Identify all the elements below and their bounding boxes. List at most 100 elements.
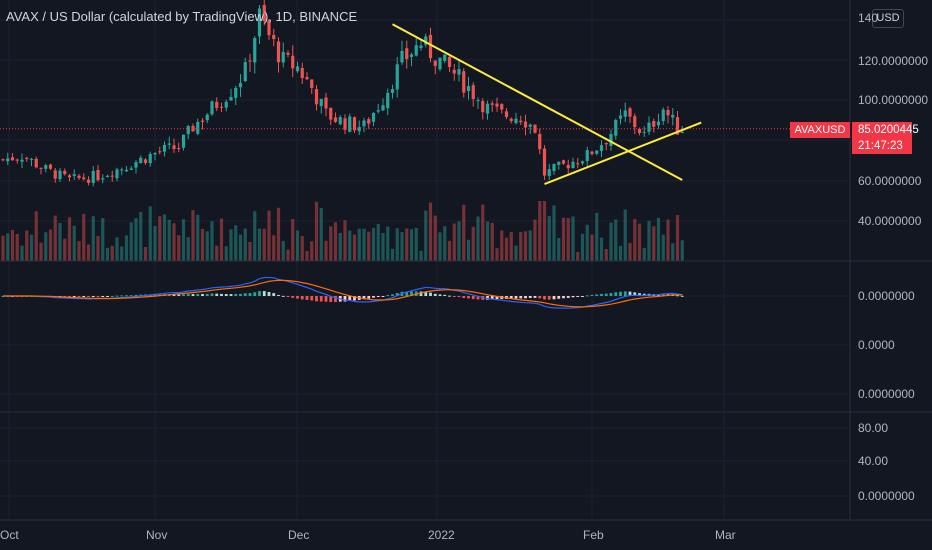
volume-bar — [48, 229, 53, 261]
trendline — [544, 121, 702, 186]
candle-body — [542, 148, 547, 176]
macd-histogram-bar — [600, 293, 603, 296]
volume-bar — [319, 207, 323, 261]
macd-histogram-bar — [381, 296, 385, 297]
macd-histogram-bar — [557, 296, 561, 299]
volume-bar — [580, 233, 585, 261]
candle-body — [504, 111, 509, 117]
candle-body — [243, 62, 247, 82]
candle-body — [623, 110, 627, 117]
macd-histogram-bar — [296, 296, 299, 299]
candle-body — [338, 117, 342, 125]
macd-histogram-bar — [286, 296, 290, 297]
volume-bar — [272, 235, 276, 261]
volume-bar — [490, 222, 494, 261]
candle-body — [162, 144, 167, 152]
macd-histogram-bar — [91, 296, 95, 297]
candle-body — [367, 119, 371, 124]
candle-body — [276, 41, 281, 63]
volume-bar — [557, 237, 561, 261]
volume-bar — [143, 247, 148, 261]
volume-bar — [110, 245, 114, 261]
macd-histogram-bar — [101, 296, 105, 297]
candle-body — [58, 170, 62, 180]
volume-bar — [642, 247, 646, 261]
volume-bar — [495, 248, 499, 261]
macd-histogram-bar — [486, 296, 489, 300]
candle-body — [319, 98, 323, 107]
candle-body — [614, 120, 618, 136]
candle-body — [238, 82, 243, 88]
volume-bar — [181, 219, 186, 261]
pane-separators[interactable] — [0, 0, 932, 521]
macd-histogram-bar — [595, 294, 599, 296]
macd-histogram-bar — [329, 296, 333, 303]
macd-histogram-bar — [457, 296, 461, 297]
candle-body — [609, 134, 613, 146]
macd-histogram-bar — [604, 293, 608, 296]
volume-bar — [618, 245, 623, 261]
volume-bar — [552, 205, 556, 261]
candle-body — [10, 157, 15, 161]
macd-histogram-bar — [680, 295, 684, 297]
macd-histogram-bar — [96, 296, 100, 297]
volume-bar — [590, 234, 594, 261]
volume-bar — [53, 215, 57, 261]
candle-body — [419, 45, 423, 49]
volume-bar — [210, 221, 214, 261]
macd-histogram-bar — [310, 296, 314, 301]
candle-body — [67, 175, 72, 178]
volume-bar — [390, 248, 395, 261]
volume-bar — [39, 242, 43, 261]
volume-bar — [485, 221, 490, 261]
macd-histogram-bar — [129, 295, 133, 297]
candle-body — [633, 116, 637, 128]
symbol-label: AVAXUSD — [794, 124, 846, 136]
volume-bar — [96, 236, 100, 261]
macd-histogram-bar — [576, 296, 580, 297]
candle-body — [20, 159, 24, 162]
candle-body — [666, 110, 670, 116]
candle-body — [509, 118, 513, 122]
candle-body — [53, 170, 57, 179]
macd-histogram-bar — [524, 296, 527, 299]
candle-body — [158, 151, 162, 153]
volume-bar — [428, 202, 433, 261]
macd-histogram-bar — [110, 295, 114, 297]
macd-pane — [1, 276, 684, 309]
candle-body — [39, 167, 43, 169]
candle-body — [6, 158, 10, 162]
volume-bar — [129, 222, 133, 261]
candle-body — [490, 103, 494, 105]
volume-bar — [628, 243, 632, 261]
candle-body — [452, 69, 456, 74]
candle-body — [224, 101, 228, 108]
candle-body — [547, 169, 551, 176]
macd-histogram-bar — [224, 294, 228, 296]
candle-body — [381, 105, 385, 111]
currency-button[interactable]: USD — [872, 9, 904, 28]
candle-body — [110, 175, 114, 177]
macd-histogram-bar — [395, 293, 399, 296]
candle-body — [115, 169, 119, 179]
volume-bar — [680, 240, 684, 261]
volume-bar — [637, 223, 642, 261]
macd-line — [2, 276, 683, 309]
candle-body — [557, 161, 561, 165]
candle-body — [72, 174, 76, 176]
candle-body — [533, 124, 537, 133]
volume-bar — [400, 232, 404, 261]
volume-bar — [200, 228, 205, 261]
macd-histogram-bar — [410, 291, 413, 296]
volume-bar — [300, 236, 304, 261]
macd-histogram-bar — [134, 294, 138, 296]
candle-body — [253, 38, 257, 63]
candle-body — [571, 161, 575, 169]
volume-bar — [633, 219, 637, 261]
macd-histogram-bar — [462, 296, 466, 299]
volume-bar — [314, 201, 319, 261]
volume-bar — [215, 245, 219, 261]
volume-bar — [542, 201, 547, 261]
volume-bar — [623, 209, 627, 261]
